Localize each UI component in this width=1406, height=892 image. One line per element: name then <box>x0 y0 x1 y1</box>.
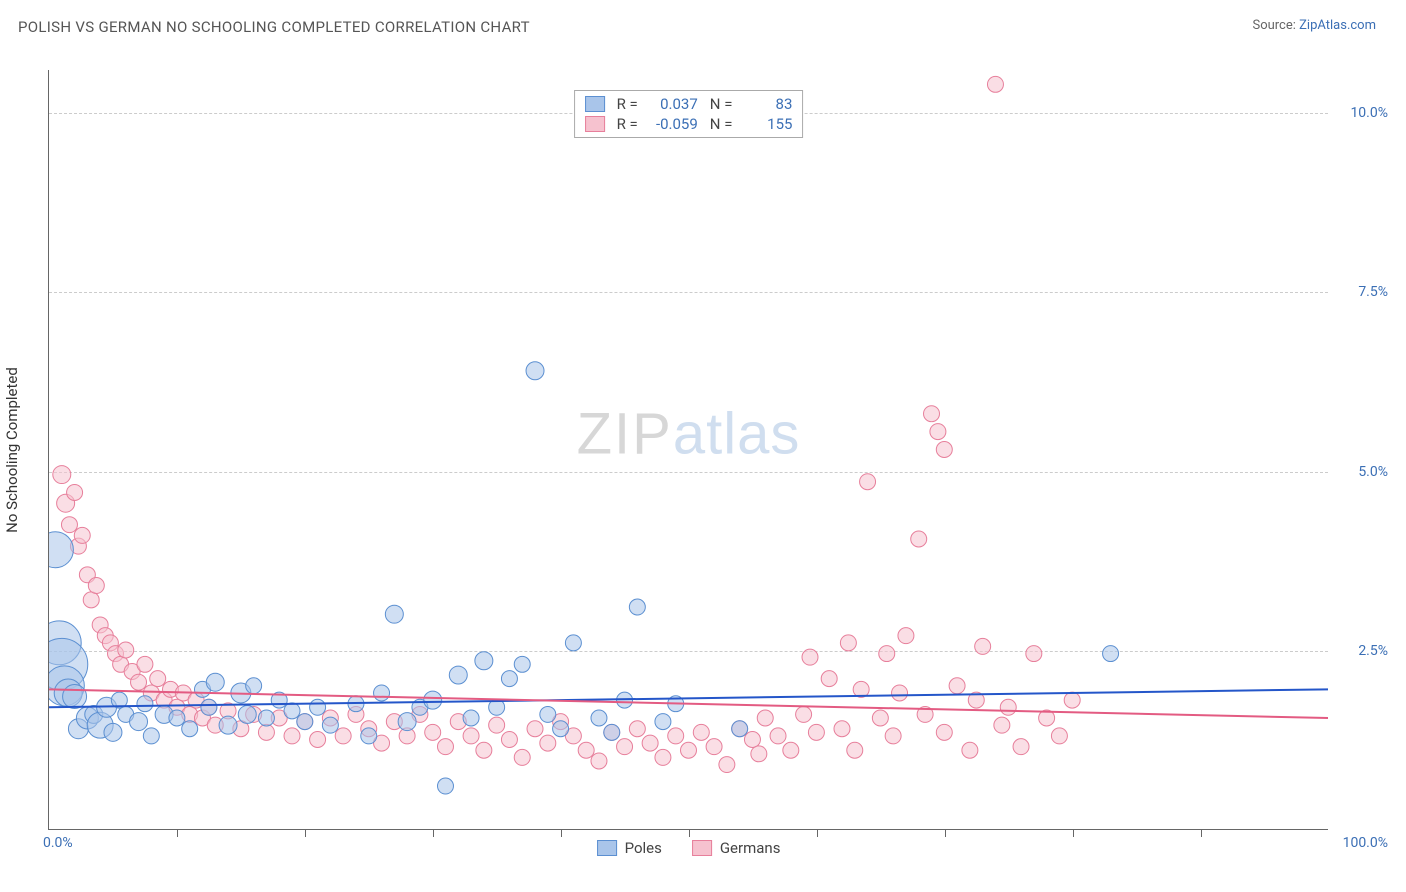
n-label: N = <box>710 115 733 133</box>
n-value-germans: 155 <box>740 115 792 133</box>
source-link[interactable]: ZipAtlas.com <box>1299 18 1376 33</box>
stats-row-poles: R = 0.037 N = 83 <box>585 95 793 113</box>
stats-row-germans: R = -0.059 N = 155 <box>585 115 793 133</box>
y-axis-label: No Schooling Completed <box>3 367 21 533</box>
swatch-germans <box>585 116 605 132</box>
x-tick <box>433 829 434 837</box>
n-value-poles: 83 <box>740 95 792 113</box>
legend-label-germans: Germans <box>720 839 781 857</box>
x-tick <box>1201 829 1202 837</box>
legend-item-germans: Germans <box>692 839 781 857</box>
y-tick-label: 5.0% <box>1358 464 1388 480</box>
watermark-atlas: atlas <box>673 402 801 467</box>
chart-container: No Schooling Completed ZIPatlas R = 0.03… <box>18 50 1388 850</box>
watermark-zip: ZIP <box>577 402 673 467</box>
x-tick <box>945 829 946 837</box>
legend-swatch-poles <box>597 840 617 856</box>
source-attribution: Source: ZipAtlas.com <box>1252 18 1376 33</box>
chart-title: POLISH VS GERMAN NO SCHOOLING COMPLETED … <box>18 18 530 36</box>
x-axis-max-label: 100.0% <box>1343 835 1388 851</box>
series-legend: Poles Germans <box>597 839 781 857</box>
gridline <box>49 292 1328 293</box>
legend-label-poles: Poles <box>625 839 662 857</box>
x-tick <box>305 829 306 837</box>
plot-area: ZIPatlas R = 0.037 N = 83 R = -0.059 N =… <box>48 70 1328 830</box>
header: POLISH VS GERMAN NO SCHOOLING COMPLETED … <box>0 0 1406 42</box>
x-tick <box>689 829 690 837</box>
y-tick-label: 2.5% <box>1358 643 1388 659</box>
x-tick <box>177 829 178 837</box>
r-label: R = <box>617 95 638 113</box>
stats-legend: R = 0.037 N = 83 R = -0.059 N = 155 <box>574 90 804 138</box>
gridline <box>49 651 1328 652</box>
swatch-poles <box>585 96 605 112</box>
x-tick <box>1073 829 1074 837</box>
r-value-germans: -0.059 <box>646 115 698 133</box>
watermark: ZIPatlas <box>577 401 801 468</box>
r-value-poles: 0.037 <box>646 95 698 113</box>
n-label: N = <box>710 95 733 113</box>
legend-swatch-germans <box>692 840 712 856</box>
x-tick <box>817 829 818 837</box>
r-label: R = <box>617 115 638 133</box>
y-tick-label: 10.0% <box>1350 105 1388 121</box>
x-axis-min-label: 0.0% <box>43 835 73 851</box>
legend-item-poles: Poles <box>597 839 662 857</box>
x-tick <box>561 829 562 837</box>
source-prefix: Source: <box>1252 18 1299 33</box>
scatter-svg <box>49 70 1328 829</box>
gridline <box>49 472 1328 473</box>
y-tick-label: 7.5% <box>1358 284 1388 300</box>
